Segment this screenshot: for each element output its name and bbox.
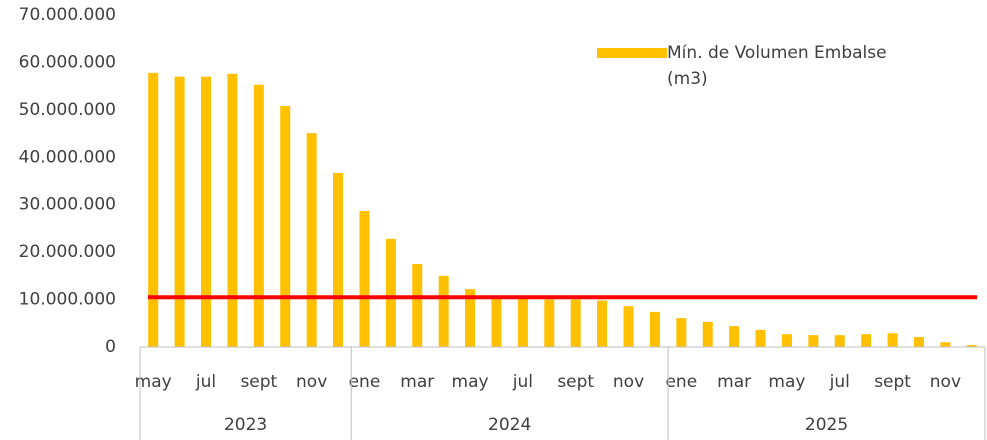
group-label: 2024 [488,415,531,435]
x-tick-label: jul [195,372,216,392]
x-tick-label: mar [717,372,751,392]
bar [702,321,713,347]
bar [966,345,977,347]
y-tick-label: 50.000.000 [19,100,116,120]
bar [649,311,660,347]
bar [834,335,845,347]
y-tick-label: 60.000.000 [19,52,116,72]
x-tick-label: may [452,372,489,392]
bar [438,275,449,347]
y-tick-label: 0 [105,337,116,357]
bar [359,210,370,347]
x-tick-label: sept [874,372,911,392]
bar [491,297,502,347]
bar [333,172,344,347]
bar [174,76,185,348]
x-tick-label: jul [829,372,850,392]
group-label: 2025 [805,415,848,435]
bar [201,76,212,348]
bar [676,318,687,347]
bar [385,238,396,347]
bar [861,334,872,347]
x-tick-label: jul [512,372,533,392]
y-tick-label: 30.000.000 [19,195,116,215]
bar [781,334,792,347]
group-label: 2023 [224,415,267,435]
x-tick-label: nov [296,372,327,392]
x-tick-label: sept [240,372,277,392]
bar [465,289,476,347]
bar [887,333,898,347]
x-tick-label: ene [665,372,697,392]
x-tick-label: sept [557,372,594,392]
legend: Mín. de Volumen Embalse (m3) [597,40,917,92]
bar [570,299,581,347]
bar [517,298,528,347]
x-tick-label: nov [930,372,961,392]
bar [808,335,819,347]
bar [729,326,740,347]
bar [253,84,264,347]
x-tick-label: mar [400,372,434,392]
bar [148,72,159,347]
bar [623,306,634,347]
x-tick-label: may [135,372,172,392]
bar [597,300,608,347]
bar [306,133,317,347]
bar [940,342,951,347]
y-tick-label: 20.000.000 [19,242,116,262]
y-tick-label: 10.000.000 [19,290,116,310]
bar [227,73,238,347]
bar [913,337,924,347]
bar [755,329,766,347]
y-tick-label: 40.000.000 [19,147,116,167]
bar [544,299,555,347]
bar [280,106,291,347]
legend-swatch [597,48,667,58]
bar [412,264,423,347]
x-tick-label: ene [349,372,381,392]
y-tick-label: 70.000.000 [19,5,116,25]
legend-label: Mín. de Volumen Embalse (m3) [667,43,887,89]
x-tick-label: may [768,372,805,392]
x-tick-label: nov [613,372,644,392]
